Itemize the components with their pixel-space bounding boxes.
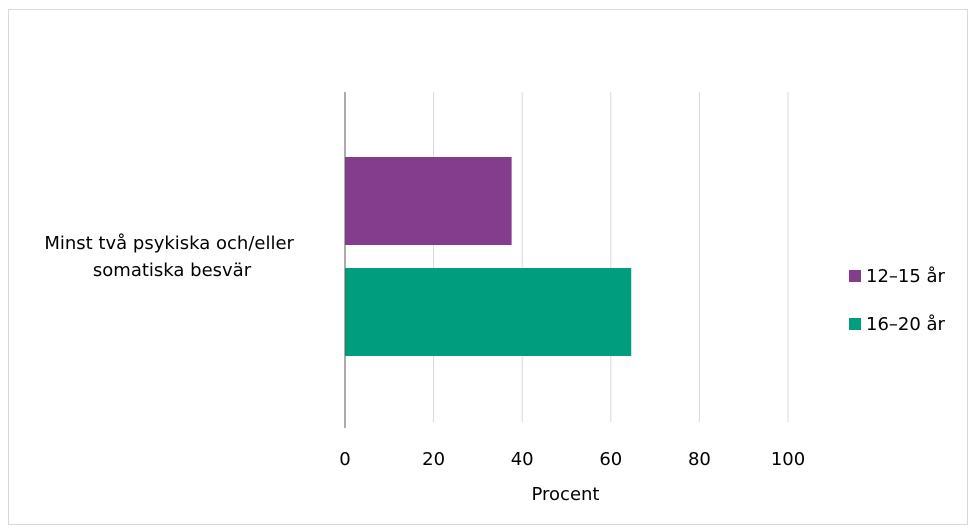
x-tick-label: 100	[771, 449, 805, 470]
legend-label: 12–15 år	[866, 266, 946, 287]
category-label: Minst två psykiska och/eller somatiska b…	[44, 233, 299, 281]
bar-series-2	[345, 268, 632, 356]
x-tick-label: 80	[688, 449, 711, 470]
bars	[345, 157, 632, 356]
legend-label: 16–20 år	[866, 314, 946, 335]
legend-swatch	[849, 270, 861, 282]
gridlines	[433, 92, 789, 422]
legend: 12–15 år 16–20 år	[849, 266, 946, 335]
x-axis-title: Procent	[532, 484, 600, 505]
x-tick-labels: 0 20 40 60 80 100	[339, 449, 805, 470]
x-tick-label: 60	[599, 449, 622, 470]
bar-series-1	[345, 157, 512, 245]
legend-swatch	[849, 318, 861, 330]
x-tick-label: 40	[511, 449, 534, 470]
x-tick-label: 20	[422, 449, 445, 470]
x-tick-label: 0	[339, 449, 350, 470]
category-label-line-1: Minst två psykiska och/eller	[44, 233, 294, 254]
chart-frame	[8, 9, 968, 525]
category-label-line-2: somatiska besvär	[93, 260, 252, 281]
